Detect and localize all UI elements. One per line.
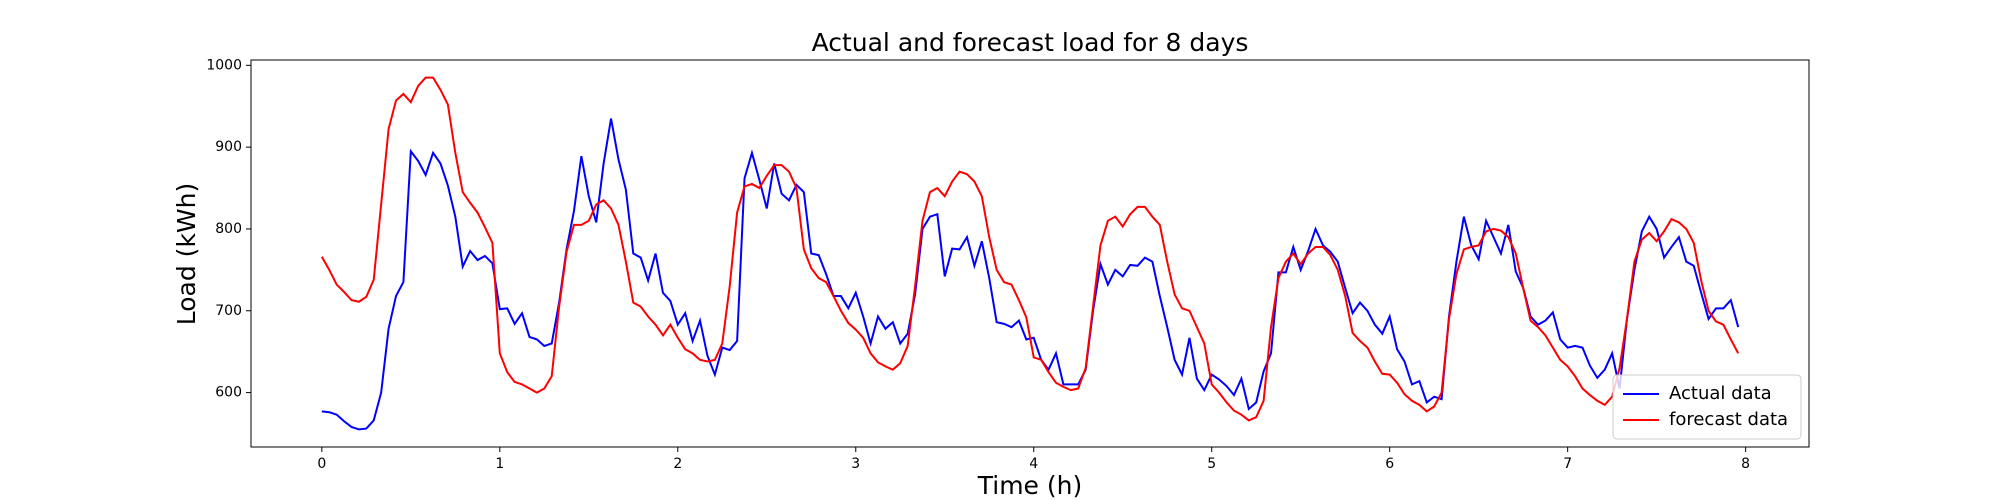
x-tick-label: 3 (851, 456, 860, 472)
y-tick-label: 700 (215, 303, 242, 319)
legend-label: forecast data (1669, 409, 1788, 430)
plot-area (250, 59, 1810, 448)
y-axis-label: Load (kWh) (172, 183, 201, 325)
y-tick-label: 600 (215, 385, 242, 401)
series-line (320, 76, 1740, 422)
x-tick-label: 1 (495, 456, 504, 472)
x-tick-label: 6 (1385, 456, 1394, 472)
x-tick-label: 8 (1741, 456, 1750, 472)
legend-label: Actual data (1669, 383, 1772, 404)
y-tick-label: 1000 (206, 57, 242, 73)
x-axis-label: Time (h) (977, 471, 1082, 500)
x-tick-label: 0 (317, 456, 326, 472)
legend-box (1612, 374, 1802, 440)
x-tick-label: 4 (1029, 456, 1038, 472)
x-tick-label: 2 (673, 456, 682, 472)
series-line (321, 118, 1740, 431)
y-tick-label: 800 (215, 221, 242, 237)
chart-title: Actual and forecast load for 8 days (812, 28, 1249, 57)
x-tick-label: 7 (1563, 456, 1572, 472)
x-tick-label: 5 (1207, 456, 1216, 472)
y-tick-label: 900 (215, 139, 242, 155)
